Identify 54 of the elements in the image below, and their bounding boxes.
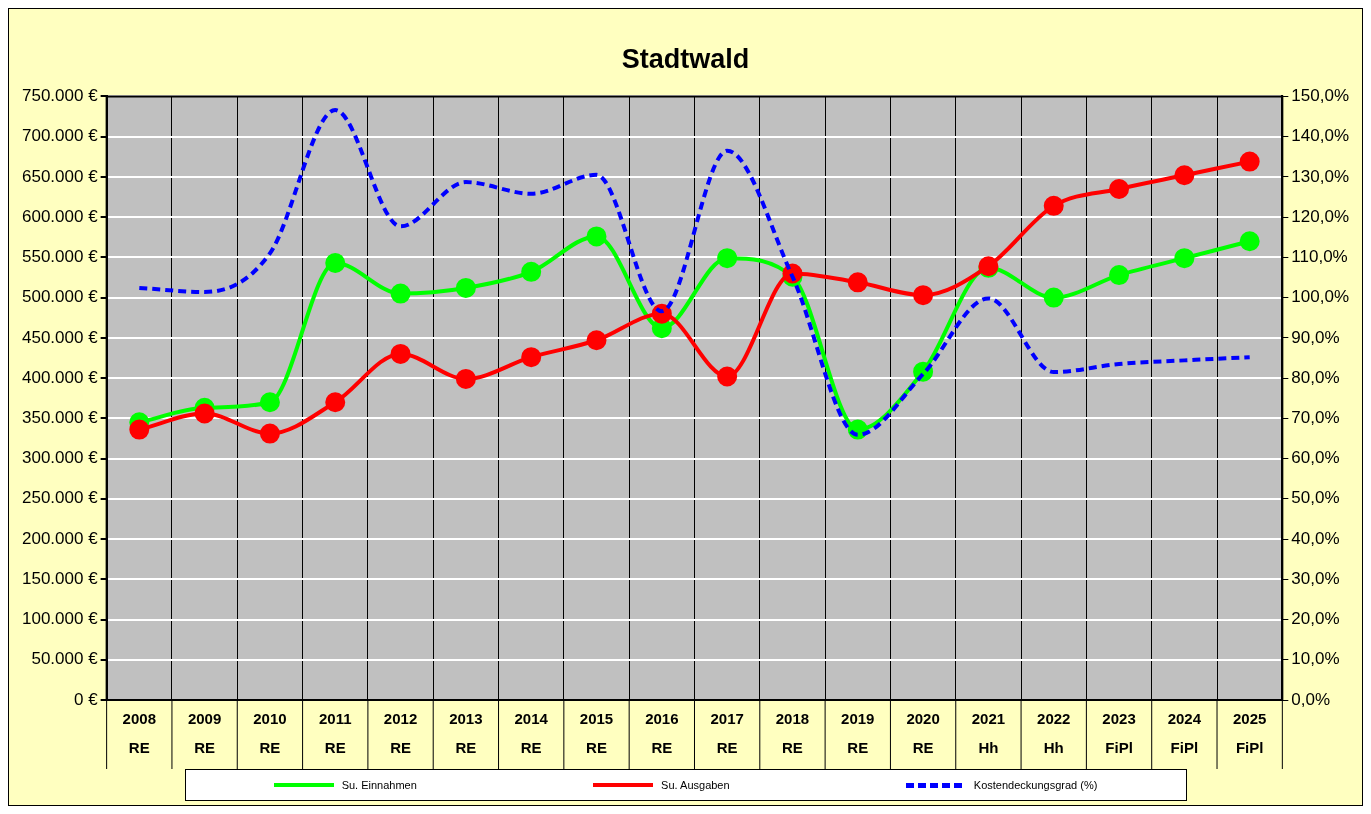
x-tick-label: 2021 Hh (971, 710, 1006, 756)
x-tick-label: 2023 FiPl (1102, 710, 1136, 756)
y-tick-label: 100.000 € (21, 609, 99, 629)
y-tick-label: 0 € (73, 689, 99, 709)
legend-label: Su. Einnahmen (341, 779, 417, 791)
y-tick-label: 700.000 € (21, 126, 99, 146)
y-tick-label: 400.000 € (21, 367, 99, 387)
x-tick-label: 2019 RE (841, 710, 875, 756)
x-tick-label: 2012 RE (383, 710, 418, 756)
x-tick-label: 2024 FiPl (1167, 710, 1202, 756)
y2-tick-label: 130,0% (1291, 166, 1350, 186)
y2-tick-label: 70,0% (1291, 408, 1340, 428)
x-tick-label: 2020 RE (906, 710, 940, 756)
y2-tick-label: 80,0% (1291, 367, 1340, 387)
y2-tick-label: 140,0% (1291, 126, 1350, 146)
legend-label: Su. Ausgaben (661, 779, 730, 791)
y2-tick-label: 40,0% (1291, 528, 1340, 548)
x-tick-label: 2025 FiPl (1233, 710, 1267, 756)
y2-tick-label: 120,0% (1291, 206, 1350, 226)
x-tick-label: 2013 RE (449, 710, 483, 756)
y-tick-label: 250.000 € (21, 488, 99, 508)
x-tick-label: 2015 RE (579, 710, 614, 756)
y2-tick-label: 30,0% (1291, 568, 1340, 588)
x-tick-label: 2014 RE (514, 710, 549, 756)
y-tick-label: 450.000 € (21, 327, 99, 347)
y-tick-label: 150.000 € (21, 568, 99, 588)
x-tick-label: 2022 Hh (1037, 710, 1071, 756)
y-tick-label: 600.000 € (21, 206, 99, 226)
y2-tick-label: 0,0% (1291, 689, 1331, 709)
y2-tick-label: 50,0% (1291, 488, 1340, 508)
y-tick-label: 500.000 € (21, 287, 99, 307)
y2-tick-label: 90,0% (1291, 327, 1340, 347)
y-tick-label: 350.000 € (21, 408, 99, 428)
y2-tick-label: 150,0% (1291, 86, 1350, 106)
y-tick-label: 300.000 € (21, 448, 99, 468)
x-tick-label: 2017 RE (710, 710, 744, 756)
y-tick-label: 50.000 € (31, 649, 99, 669)
y2-tick-label: 20,0% (1291, 609, 1340, 629)
y2-tick-label: 100,0% (1291, 287, 1350, 307)
x-tick-label: 2010 RE (253, 710, 287, 756)
x-tick-label: 2009 RE (187, 710, 222, 756)
x-tick-label: 2016 RE (645, 710, 679, 756)
x-tick-label: 2011 RE (318, 710, 352, 756)
y-tick-label: 750.000 € (21, 86, 99, 106)
x-tick-label: 2008 RE (122, 710, 156, 756)
y2-tick-label: 10,0% (1291, 649, 1340, 669)
chart-title: Stadtwald (621, 43, 750, 74)
y2-tick-label: 110,0% (1291, 247, 1348, 267)
legend-label: Kostendeckungsgrad (%) (973, 779, 1098, 791)
y-tick-label: 200.000 € (21, 528, 99, 548)
y-tick-label: 550.000 € (21, 247, 99, 267)
y-tick-label: 650.000 € (21, 166, 99, 186)
y2-tick-label: 60,0% (1291, 448, 1340, 468)
x-tick-label: 2018 RE (775, 710, 810, 756)
